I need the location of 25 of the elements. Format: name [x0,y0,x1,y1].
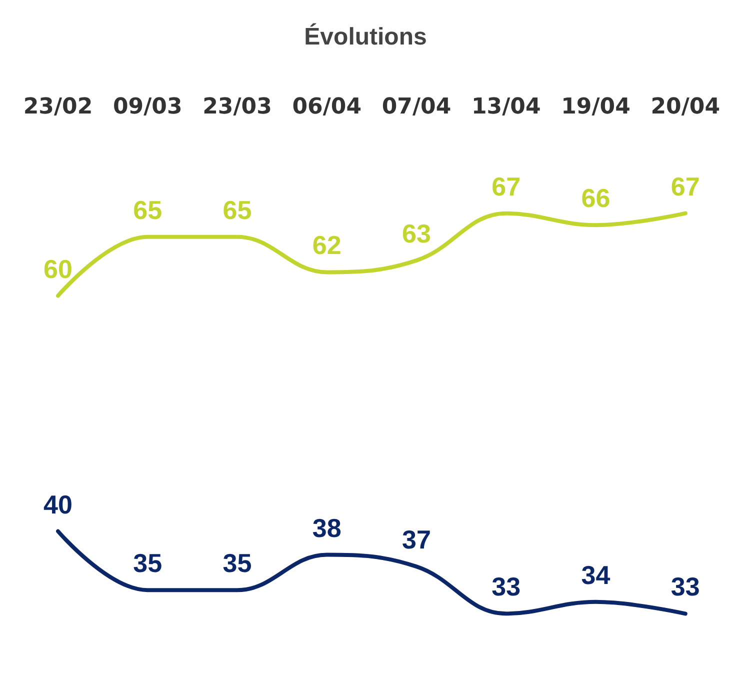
data-label: 38 [312,512,342,543]
x-tick-label: 13/04 [471,94,541,120]
x-tick-label: 23/03 [202,94,272,120]
x-tick-label: 07/04 [382,94,452,120]
data-label: 33 [492,572,521,602]
data-label: 65 [222,194,252,225]
data-label: 63 [402,218,431,248]
data-label: 65 [133,194,162,225]
x-tick-label: 19/04 [561,94,630,120]
data-label: 67 [492,171,521,202]
data-label: 66 [581,183,610,214]
data-label: 40 [44,489,72,520]
data-label: 62 [312,230,342,260]
data-label: 35 [222,548,252,578]
x-tick-label: 20/04 [650,94,720,120]
data-label: 35 [133,548,162,578]
data-label: 67 [670,171,700,202]
x-tick-label: 06/04 [292,94,362,120]
data-label: 37 [402,524,431,555]
data-label: 60 [44,254,72,284]
chart-title: Évolutions [304,22,427,50]
data-label: 33 [670,572,700,602]
x-tick-label: 09/03 [112,94,182,120]
data-label: 34 [581,560,611,590]
x-tick-label: 23/02 [23,94,93,120]
